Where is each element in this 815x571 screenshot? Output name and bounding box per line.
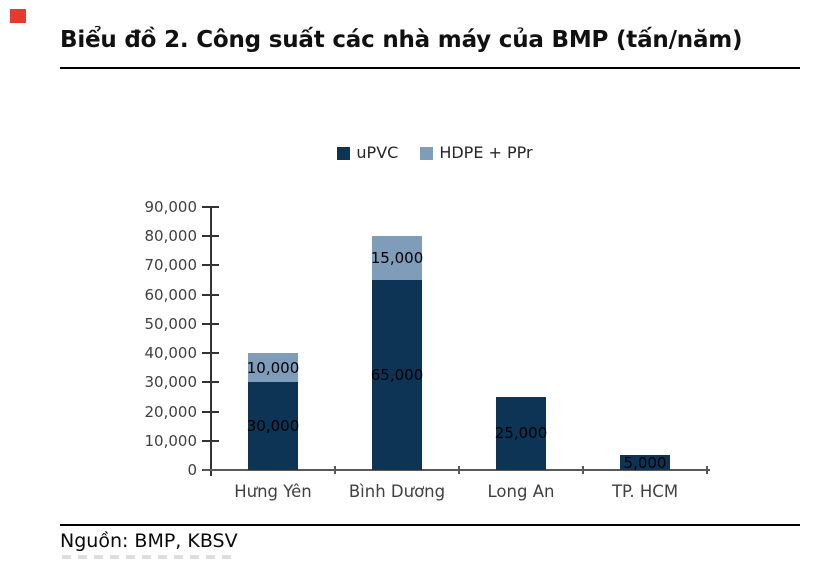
y-axis-line [210,207,212,476]
bar-segment-upvc [620,455,670,470]
x-axis-tick [706,466,708,474]
bar-segment-upvc [248,382,298,470]
x-axis-tick [458,466,460,474]
bar-value-label: 30,000 [246,417,300,436]
chart-legend: uPVC HDPE + PPr [0,145,815,161]
x-axis-category-label: Bình Dương [348,482,446,501]
bar-value-label: 5,000 [623,453,667,472]
y-axis-tick-label: 20,000 [144,402,198,421]
legend-label: HDPE + PPr [439,143,533,162]
legend-swatch-icon [420,146,434,160]
bar-segment-hdpe-ppr [248,353,298,383]
legend-item-upvc: uPVC [337,145,398,161]
x-axis-tick [582,466,584,474]
red-square-marker [10,9,26,23]
y-axis-tick-label: 50,000 [144,314,198,333]
bar-value-label: 65,000 [370,366,424,385]
x-axis-line [203,469,710,471]
y-axis-tick-label: 40,000 [144,344,198,363]
bar-segment-hdpe-ppr [372,236,422,281]
legend-swatch-icon [337,146,351,160]
bar-segment-upvc [496,396,546,470]
source-note: Nguồn: BMP, KBSV [60,530,238,552]
y-axis-tick-label: 0 [187,461,197,479]
y-axis-tick-label: 30,000 [144,373,198,392]
legend-label: uPVC [356,143,399,162]
bar-segment-upvc [372,280,422,470]
bar-value-label: 15,000 [370,249,424,268]
x-axis-tick [334,466,336,474]
clipped-text-artifact [62,555,237,559]
y-axis-tick-label: 70,000 [144,256,198,275]
bar-value-label: 10,000 [246,358,300,377]
title-divider [60,67,800,69]
y-axis-tick-label: 90,000 [144,198,198,216]
y-axis-tick-label: 80,000 [144,227,198,246]
footer-divider [60,524,800,526]
x-axis-category-label: TP. HCM [611,482,679,501]
y-axis-tick-label: 60,000 [144,285,198,304]
chart-title: Biểu đồ 2. Công suất các nhà máy của BMP… [60,27,743,53]
legend-item-hdpe-ppr: HDPE + PPr [420,143,533,162]
x-axis-category-label: Hưng Yên [234,482,312,501]
x-axis-category-label: Long An [487,482,555,501]
y-axis-tick-label: 10,000 [144,431,198,450]
bar-value-label: 25,000 [494,424,548,443]
